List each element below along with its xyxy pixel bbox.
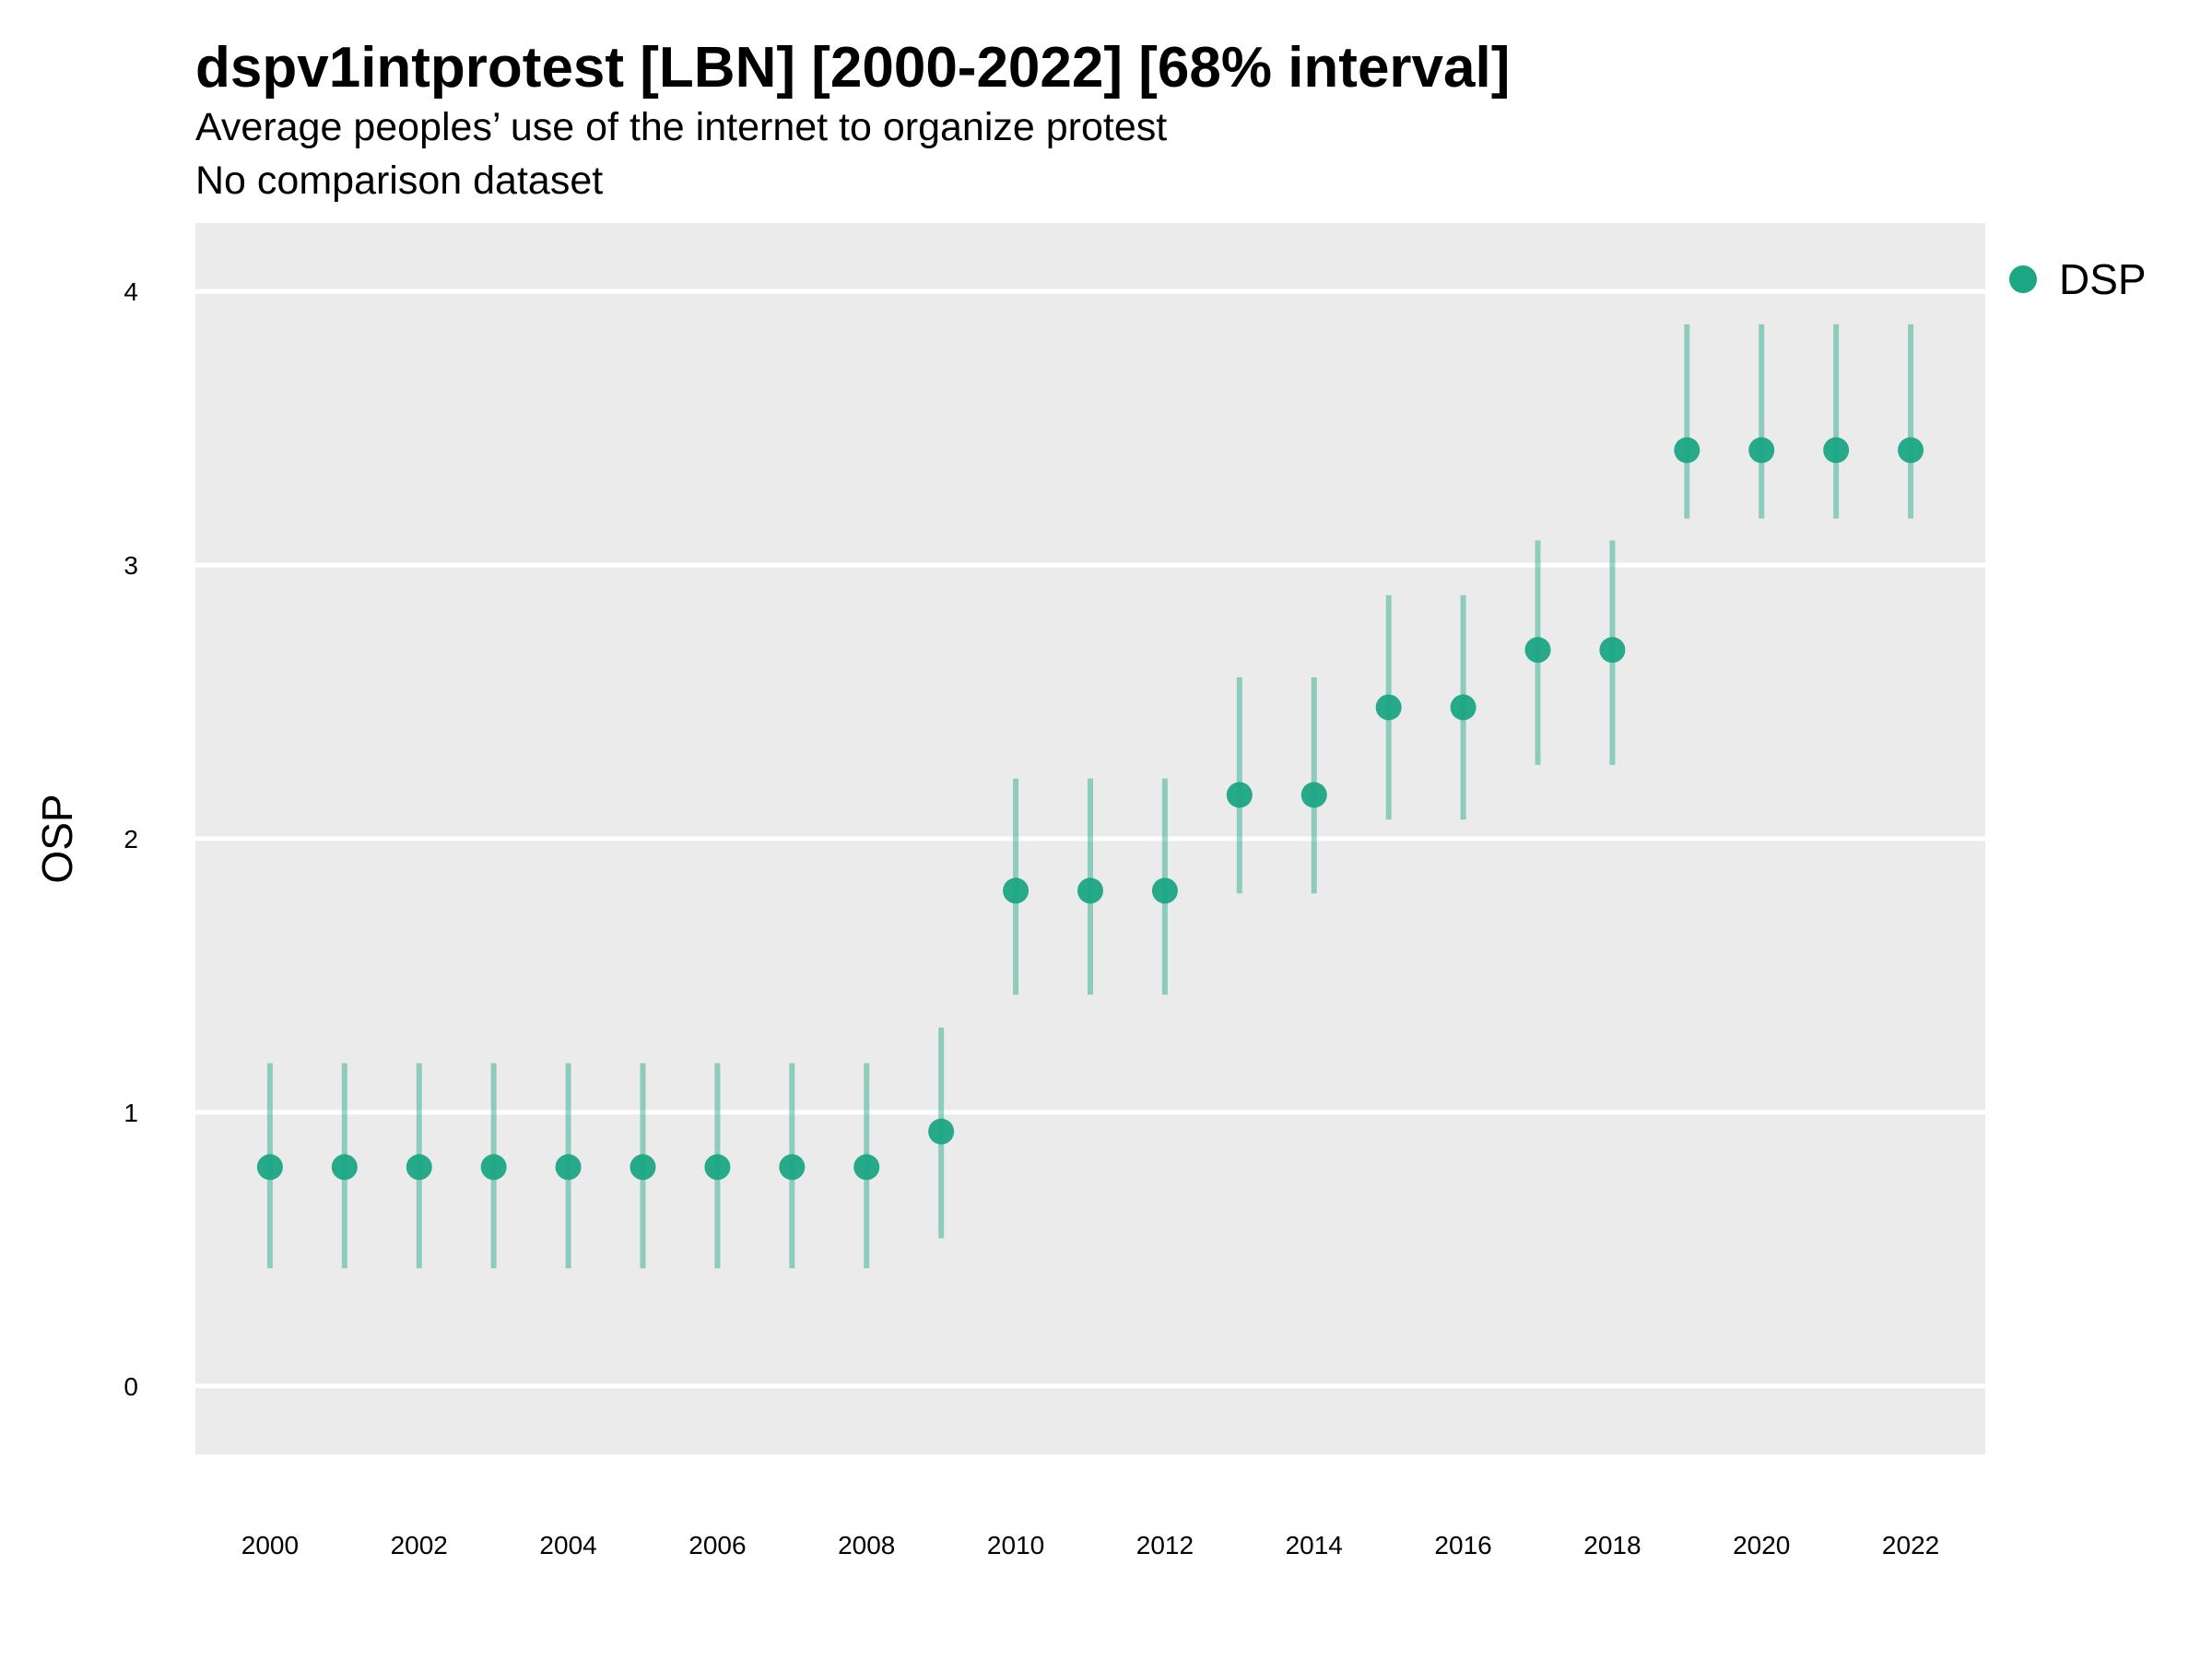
legend-key-dsp bbox=[2009, 265, 2037, 293]
x-tick-label: 2012 bbox=[1136, 1531, 1194, 1559]
data-point bbox=[704, 1154, 731, 1181]
data-point bbox=[256, 1154, 283, 1181]
x-tick-label: 2022 bbox=[1882, 1531, 1939, 1559]
data-point bbox=[1599, 637, 1626, 664]
x-tick-label: 2000 bbox=[241, 1531, 299, 1559]
y-tick-label: 2 bbox=[124, 825, 138, 853]
x-tick-label: 2006 bbox=[688, 1531, 746, 1559]
data-point bbox=[331, 1154, 358, 1181]
data-point bbox=[1151, 877, 1178, 904]
x-tick-label: 2008 bbox=[838, 1531, 895, 1559]
data-point bbox=[480, 1154, 507, 1181]
data-point bbox=[1077, 877, 1103, 904]
x-tick-label: 2004 bbox=[539, 1531, 596, 1559]
data-point bbox=[1300, 782, 1327, 808]
data-point bbox=[1375, 694, 1402, 721]
x-tick-label: 2018 bbox=[1583, 1531, 1641, 1559]
y-tick-label: 4 bbox=[124, 277, 138, 306]
data-point bbox=[928, 1118, 955, 1145]
data-point bbox=[1450, 694, 1477, 721]
data-point bbox=[555, 1154, 582, 1181]
data-point bbox=[629, 1154, 656, 1181]
chart-title: dspv1intprotest [LBN] [2000-2022] [68% i… bbox=[195, 36, 1511, 100]
x-tick-label: 2010 bbox=[987, 1531, 1044, 1559]
data-point bbox=[1748, 437, 1775, 464]
legend-label-dsp: DSP bbox=[2059, 255, 2147, 303]
data-point bbox=[1898, 437, 1924, 464]
data-point bbox=[853, 1154, 880, 1181]
x-tick-label: 2014 bbox=[1286, 1531, 1343, 1559]
chart-subtitle: Average peoples’ use of the internet to … bbox=[195, 105, 1168, 149]
y-tick-label: 1 bbox=[124, 1099, 138, 1127]
data-point bbox=[1674, 437, 1700, 464]
data-point bbox=[1226, 782, 1253, 808]
chart-subtitle-secondary: No comparison dataset bbox=[195, 159, 604, 203]
y-tick-label: 3 bbox=[124, 551, 138, 580]
x-tick-label: 2016 bbox=[1434, 1531, 1491, 1559]
y-tick-label: 0 bbox=[124, 1372, 138, 1401]
data-point bbox=[1823, 437, 1850, 464]
x-tick-label: 2020 bbox=[1733, 1531, 1790, 1559]
data-point bbox=[779, 1154, 806, 1181]
legend: DSP bbox=[2009, 254, 2147, 304]
data-point bbox=[1003, 877, 1030, 904]
x-tick-label: 2002 bbox=[391, 1531, 448, 1559]
y-axis-label: OSP bbox=[33, 794, 81, 883]
data-point bbox=[1524, 637, 1551, 664]
data-point bbox=[406, 1154, 432, 1181]
